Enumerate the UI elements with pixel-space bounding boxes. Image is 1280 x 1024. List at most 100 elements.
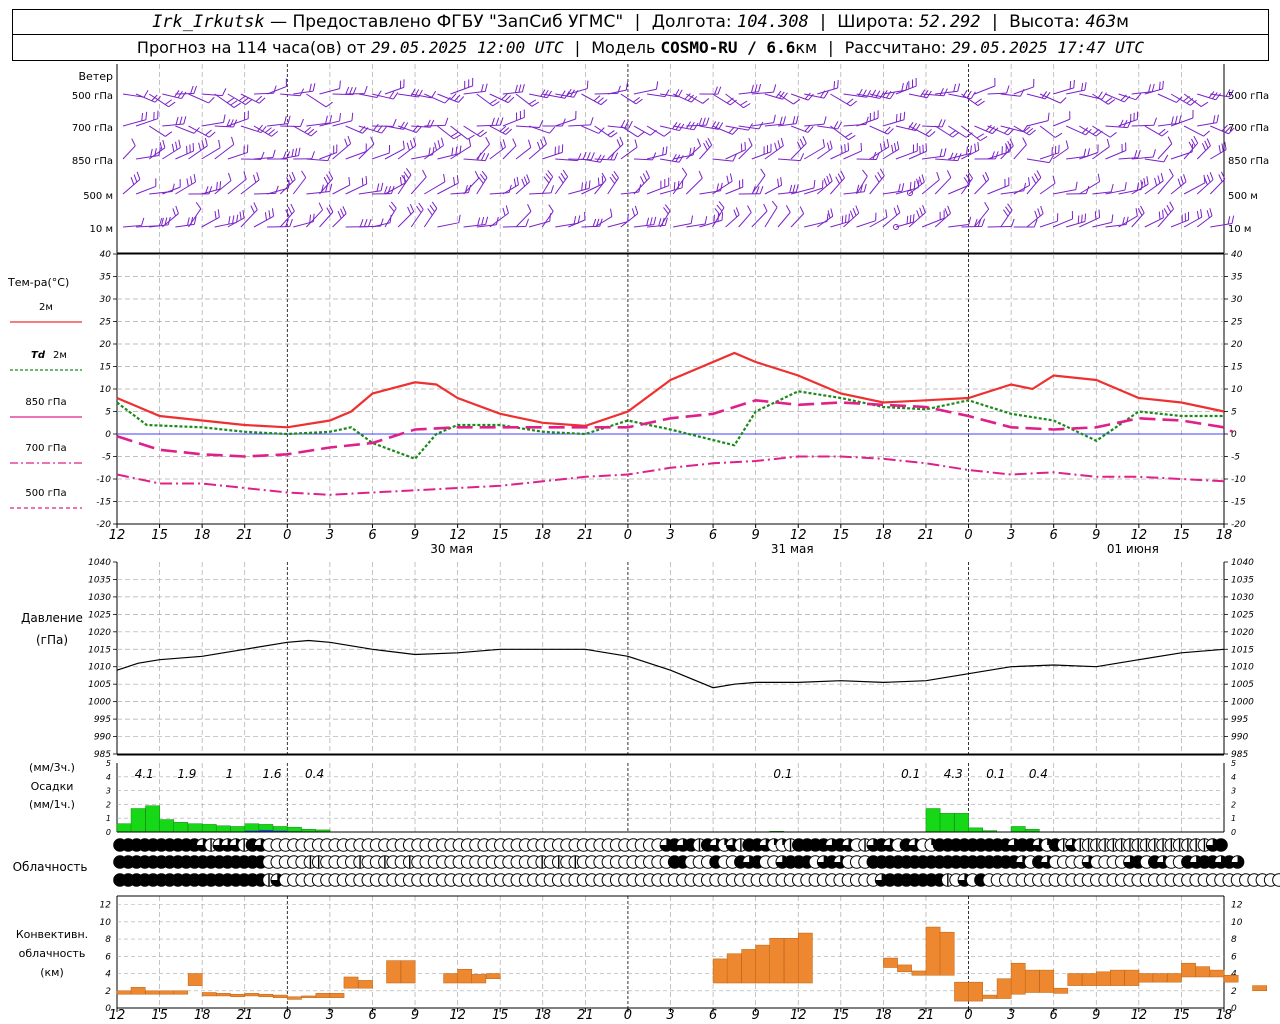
wind-barb-shaft [620,213,639,228]
wind-barb-feather [243,171,247,180]
wind-barb-feather [879,168,885,176]
convective-cloud-block [215,993,231,997]
wind-barb-feather [1085,185,1090,194]
wind-barb [1000,203,1013,228]
wind-barb-shaft [332,213,347,228]
wind-barb-feather [597,97,604,104]
conv-x-tick-label: 18 [534,1008,551,1023]
wind-barb-shaft [528,220,550,228]
wind-barb [1092,138,1110,160]
wind-barb-feather [1007,140,1012,149]
convective-cloud-block [939,931,955,976]
cloud-row [113,855,1245,869]
wind-barb-feather [690,215,694,224]
wind-barb-feather [479,131,488,138]
wind-barb-feather [287,115,291,124]
wind-barb [908,143,927,160]
wind-barb-feather [1160,173,1164,182]
wind-barb-shaft [1183,93,1202,107]
wind-barb-shaft [253,156,273,160]
wind-barb [214,136,235,160]
wind-barb-feather [1224,126,1232,133]
wind-barb-shaft [332,143,351,160]
wind-barb-feather [807,126,814,133]
wind-barb-feather [1108,99,1116,105]
wind-barb-feather [1186,97,1194,104]
wind-barb-feather [874,175,880,183]
conv-x-tick-label: 12 [1131,1008,1148,1023]
wind-barb [672,167,688,195]
wind-barb [476,170,488,195]
wind-barb [659,179,684,195]
conv-x-tick-label: 6 [709,1008,717,1023]
wind-barb [227,144,249,160]
wind-barb [685,138,702,160]
temp-x-tick-label: 3 [1007,528,1015,543]
conv-tick-label-right: 4 [1231,970,1237,980]
conv-x-tick-label: 21 [236,1008,253,1023]
wind-barb [685,170,703,195]
wind-barb [1209,171,1226,195]
wind-barb-feather [799,153,805,161]
wind-barb-feather [216,181,218,191]
wind-barb [161,205,179,228]
wind-barb [1131,176,1149,195]
wind-barb [148,93,176,108]
wind-barb-feather [1143,177,1146,187]
pres-tick-label-right: 1030 [1231,593,1254,603]
wind-barb-shaft [1079,152,1099,160]
wind-barb-feather [911,122,917,131]
wind-barb [1026,155,1054,164]
wind-barb-feather [1163,208,1169,216]
wind-barb [620,205,639,228]
wind-barb [1170,93,1197,106]
wind-barb-feather [250,205,255,214]
prec-tick-label-right: 5 [1231,759,1236,768]
wind-barb-shaft [1079,181,1100,195]
wind-barb-feather [150,148,153,157]
wind-barb-feather [383,186,388,194]
wind-barb-shaft [843,150,862,160]
wind-barb-feather [547,170,554,178]
wind-barb [804,116,827,127]
wind-barb-shaft [175,223,195,228]
wind-level-label-right: 500 гПа [1228,91,1269,102]
wind-barb [1144,154,1169,163]
longitude-value: 104.308 [737,12,809,32]
wind-barb-feather [588,180,591,189]
wind-barb-feather [849,210,854,219]
wind-barb-feather [664,89,670,97]
wind-barb [292,170,307,195]
wind-barb-feather [325,115,328,124]
temp-x-tick-label: 15 [1173,528,1190,543]
wind-barb-feather [409,140,414,149]
wind-barb-feather [840,145,843,154]
wind-barb [594,172,607,195]
wind-barb-feather [887,128,894,135]
conv-x-tick-label: 18 [1216,1008,1233,1023]
wind-barb [555,215,581,228]
wind-barb-shaft [384,148,405,160]
wind-barb [1079,209,1101,228]
prec-tick-label-right: 2 [1231,800,1236,809]
longitude-label: Долгота: [651,12,732,32]
wind-barb [869,90,896,100]
wind-barb-feather [312,213,315,222]
temp-x-tick-label: 18 [194,528,211,543]
wind-barb-feather [885,209,888,218]
wind-barb-shaft [345,125,363,134]
wind-barb [817,208,834,228]
conv-x-tick-label: 21 [577,1008,594,1023]
wind-barb-feather [891,144,894,153]
wind-barb-feather [970,91,976,99]
wind-barb-feather [1168,168,1174,177]
wind-barb [489,205,509,228]
wind-barb-feather [287,206,293,215]
wind-barb [135,178,157,195]
wind-barb-feather [777,140,781,149]
wind-barb-shaft [1183,182,1206,195]
wind-barb-feather [689,147,692,156]
wind-barb-shaft [908,150,927,160]
wind-barb [1131,83,1155,95]
wind-barb [830,213,850,228]
